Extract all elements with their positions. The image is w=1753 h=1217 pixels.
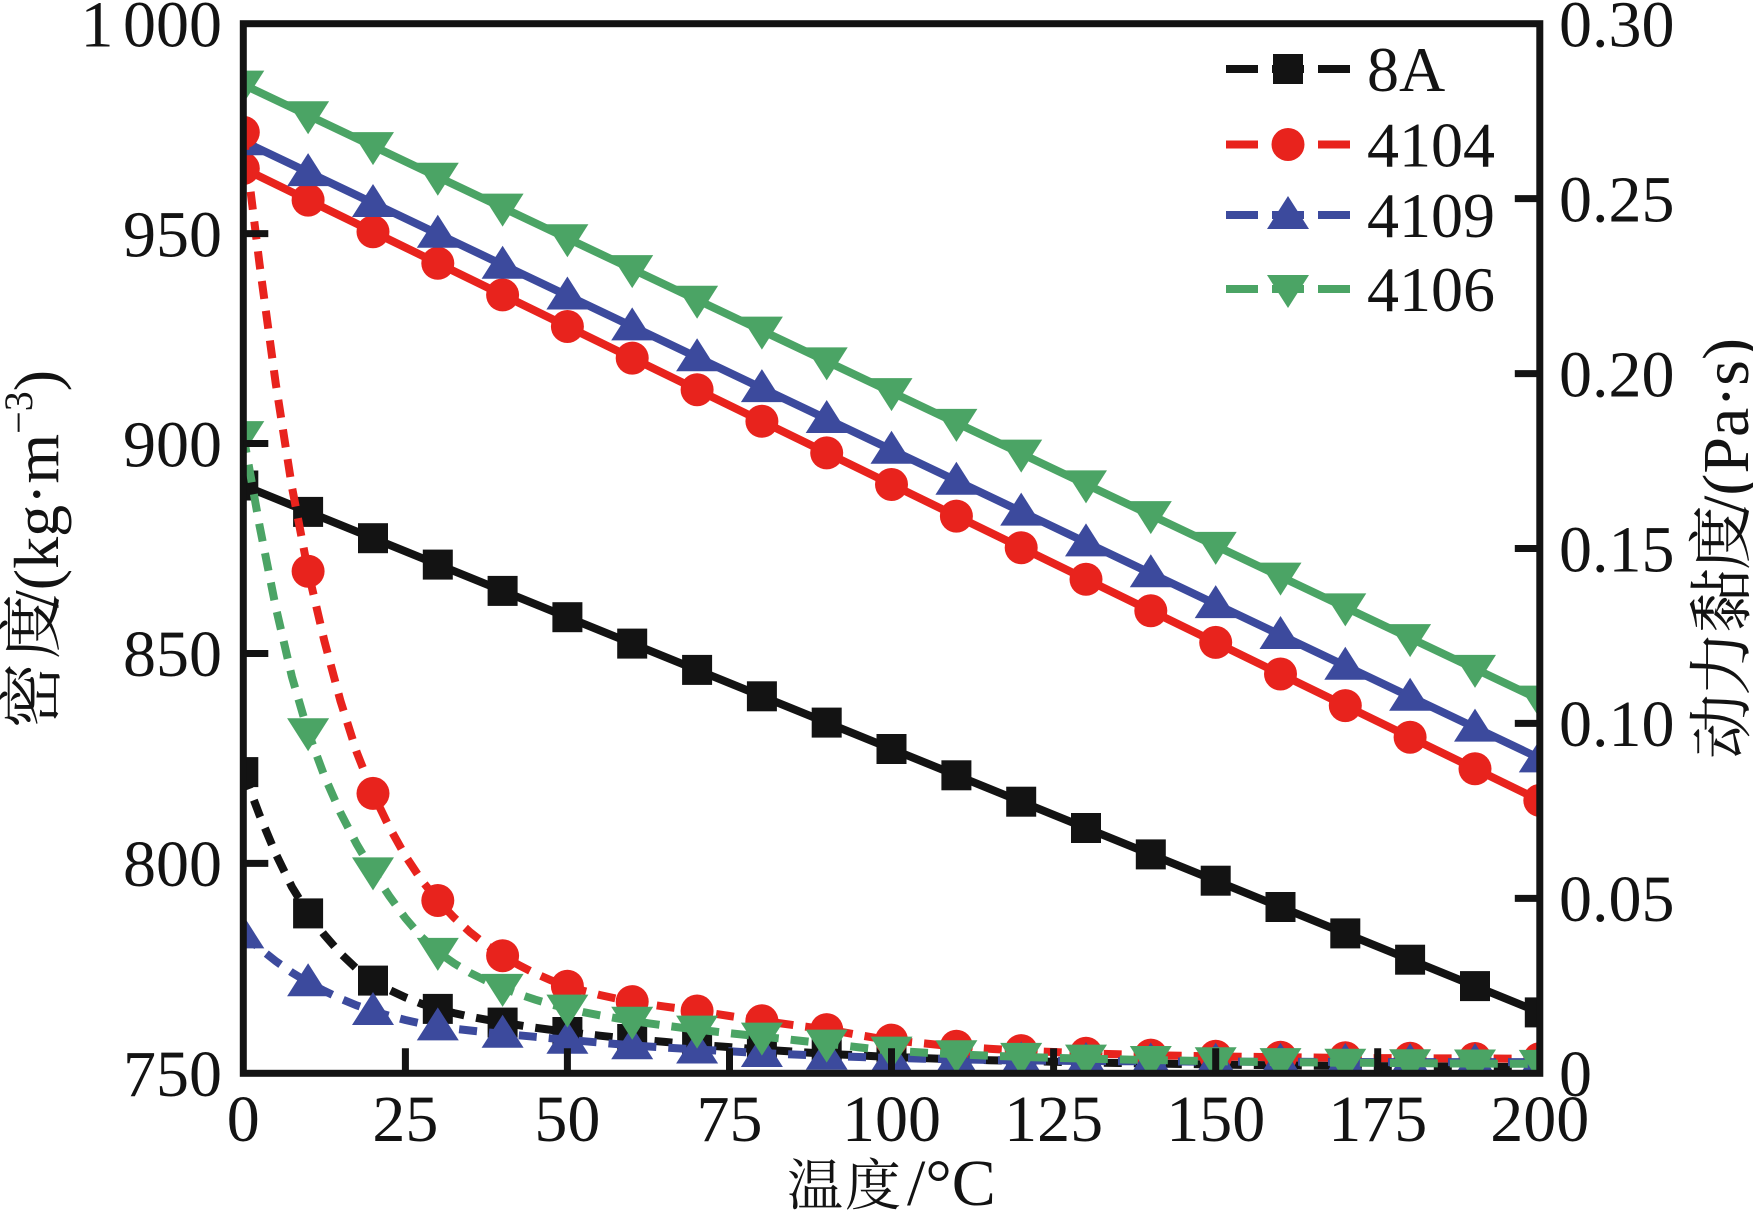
svg-text:0.15: 0.15 bbox=[1559, 513, 1675, 586]
svg-text:0.05: 0.05 bbox=[1559, 863, 1675, 936]
svg-text:900: 900 bbox=[123, 408, 222, 481]
svg-text:0.25: 0.25 bbox=[1559, 163, 1675, 236]
svg-text:800: 800 bbox=[123, 828, 222, 901]
svg-text:150: 150 bbox=[1166, 1083, 1265, 1156]
svg-text:125: 125 bbox=[1004, 1083, 1103, 1156]
svg-text:0.10: 0.10 bbox=[1559, 688, 1675, 761]
svg-text:0: 0 bbox=[227, 1083, 260, 1156]
svg-text:1 000: 1 000 bbox=[81, 0, 223, 62]
svg-text:175: 175 bbox=[1328, 1083, 1427, 1156]
svg-text:4104: 4104 bbox=[1367, 110, 1495, 181]
svg-text:200: 200 bbox=[1490, 1083, 1589, 1156]
svg-text:0: 0 bbox=[1559, 1038, 1592, 1111]
svg-text:100: 100 bbox=[842, 1083, 941, 1156]
svg-text:850: 850 bbox=[123, 618, 222, 691]
svg-text:8A: 8A bbox=[1367, 34, 1445, 105]
svg-text:4109: 4109 bbox=[1367, 180, 1495, 251]
svg-text:4106: 4106 bbox=[1367, 254, 1495, 325]
svg-text:75: 75 bbox=[697, 1083, 763, 1156]
svg-text:750: 750 bbox=[123, 1038, 222, 1111]
svg-text:950: 950 bbox=[123, 198, 222, 271]
svg-text:0.20: 0.20 bbox=[1559, 338, 1675, 411]
svg-text:/°C: /°C bbox=[907, 1147, 996, 1217]
svg-text:50: 50 bbox=[534, 1083, 600, 1156]
svg-text:0.30: 0.30 bbox=[1559, 0, 1675, 62]
svg-text:/(Pa·s): /(Pa·s) bbox=[1690, 338, 1753, 514]
svg-text:25: 25 bbox=[372, 1083, 438, 1156]
svg-text:/(kg·m−3): /(kg·m−3) bbox=[0, 370, 72, 608]
